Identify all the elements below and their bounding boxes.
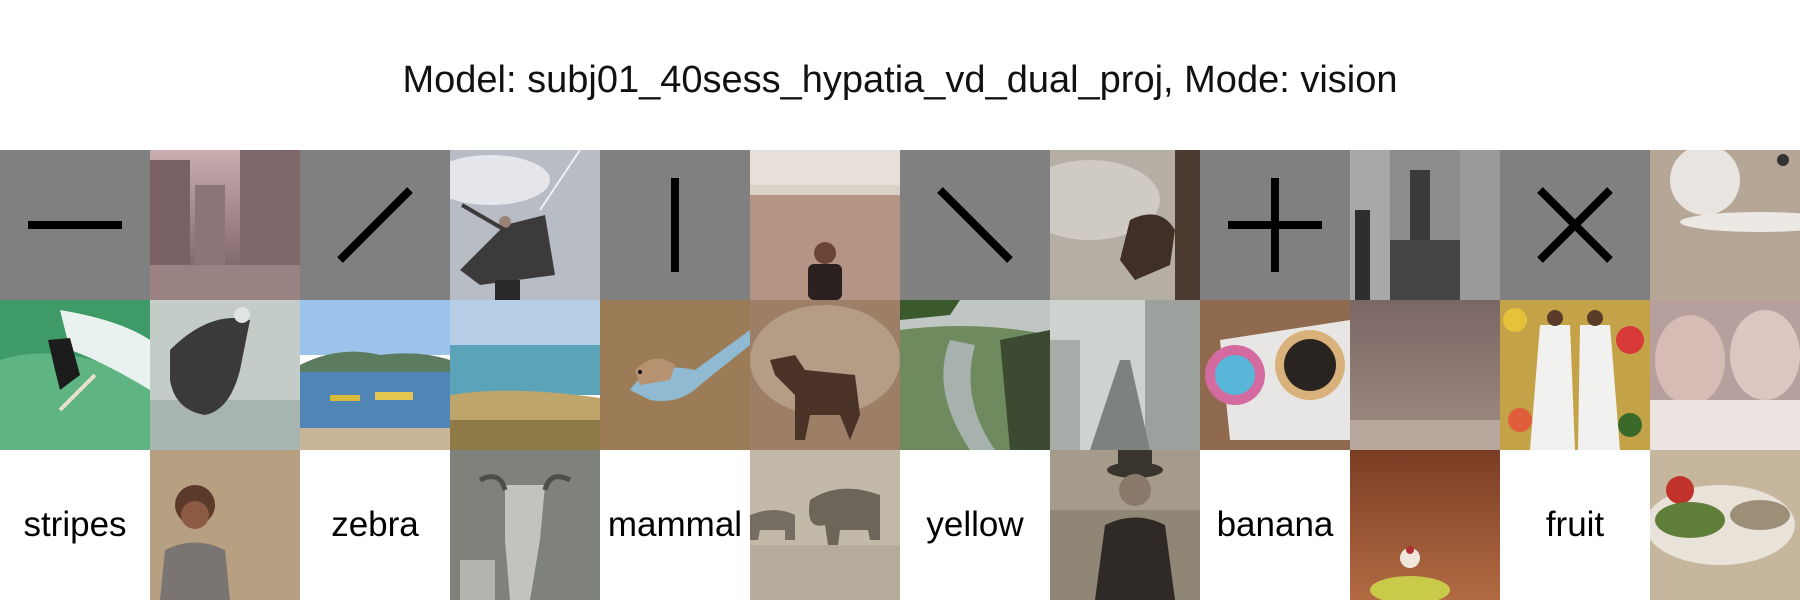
image-blurry-room <box>1350 300 1500 450</box>
grid-row-1 <box>0 150 1800 300</box>
horizontal-line-icon <box>0 150 150 300</box>
x-cross-icon <box>1500 150 1650 300</box>
image-elephants <box>750 450 900 600</box>
vertical-line-icon <box>600 150 750 300</box>
image-smiling-woman <box>150 450 300 600</box>
image-man-with-hat <box>1050 450 1200 600</box>
image-blurry-children <box>1650 300 1800 450</box>
image-two-figures-floral <box>1500 300 1650 450</box>
image-dark-creature <box>150 300 300 450</box>
diagonal-forward-line-icon <box>300 150 450 300</box>
image-food-plate <box>1650 450 1800 600</box>
image-surfer <box>0 300 150 450</box>
image-foggy-city <box>1050 300 1200 450</box>
diagonal-back-line-icon <box>900 150 1050 300</box>
image-misty-ruins <box>150 150 300 300</box>
image-river-valley <box>900 300 1050 450</box>
image-foggy-figure <box>1050 150 1200 300</box>
image-white-sphere <box>1650 150 1800 300</box>
word-yellow: yellow <box>900 450 1050 600</box>
image-beach-sea <box>450 300 600 450</box>
figure-title: Model: subj01_40sess_hypatia_vd_dual_pro… <box>402 59 1398 101</box>
image-child-on-stage <box>750 150 900 300</box>
word-stripes: stripes <box>0 450 150 600</box>
image-donuts-box <box>1200 300 1350 450</box>
image-small-deer <box>750 300 900 450</box>
image-grid: stripes zebra mammal <box>0 150 1800 600</box>
image-boats-bay <box>300 300 450 450</box>
word-zebra: zebra <box>300 450 450 600</box>
plus-icon <box>1200 150 1350 300</box>
image-dessert-table <box>1350 450 1500 600</box>
image-small-bird <box>600 300 750 450</box>
image-person-with-cape <box>450 150 600 300</box>
grid-row-3: stripes zebra mammal <box>0 450 1800 600</box>
image-cattle <box>450 450 600 600</box>
grid-row-2 <box>0 300 1800 450</box>
image-statue-street <box>1350 150 1500 300</box>
word-banana: banana <box>1200 450 1350 600</box>
word-mammal: mammal <box>600 450 750 600</box>
word-fruit: fruit <box>1500 450 1650 600</box>
